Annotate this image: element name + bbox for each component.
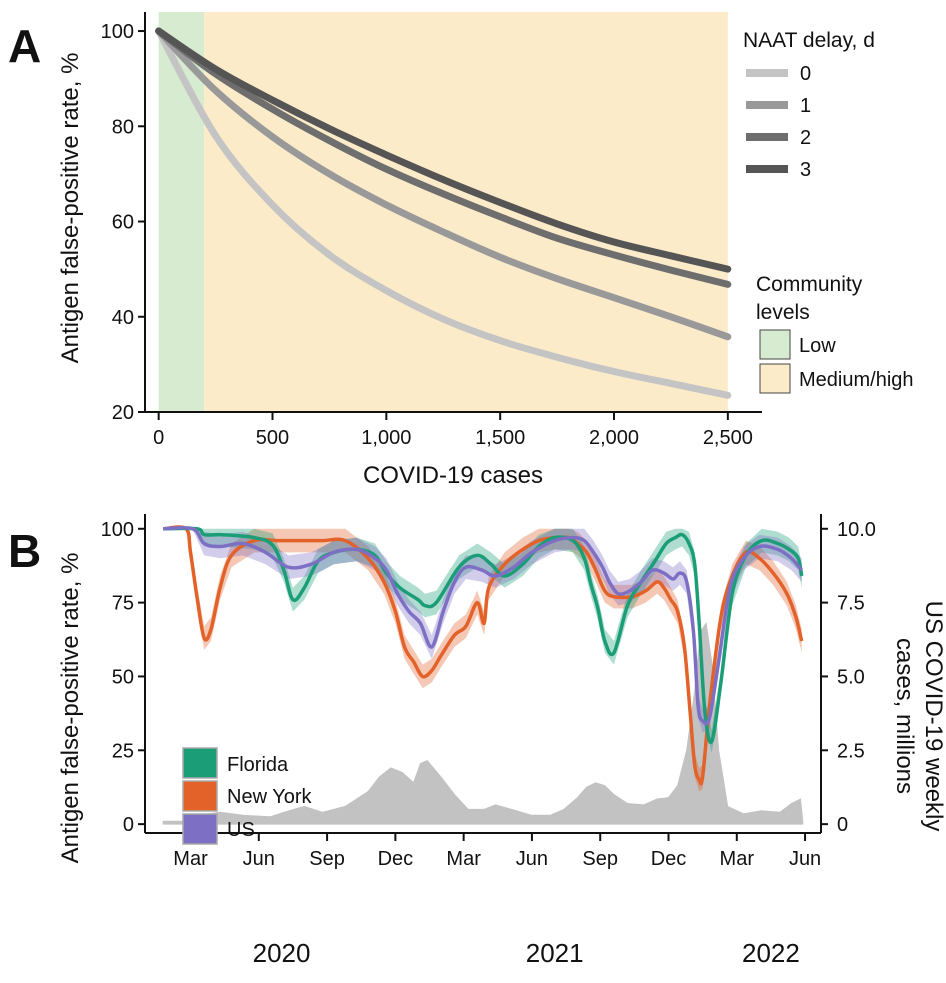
panel-b-y2-axis-title-line1: US COVID-19 weekly [920, 601, 946, 832]
line-delay-3 [155, 27, 732, 273]
panel-b-x-tick-label: Jun [789, 848, 821, 870]
panel-a-x-ticks: 0 500 1,000 1,500 2,000 2,500 [153, 412, 753, 449]
us-weekly-cases-area [162, 621, 804, 825]
panel-a-y-tick-label: 20 [112, 402, 134, 424]
panel-b-y-tick-label: 50 [112, 666, 134, 688]
naat-delay-legend-title: NAAT delay, d [743, 29, 875, 52]
legend-label-delay-1: 1 [800, 95, 811, 117]
ci-band-florida [163, 528, 802, 754]
panel-b-x-tick-label: Mar [446, 848, 481, 870]
panel-b-x-tick-label: Sep [582, 848, 618, 870]
panel-b-x-tick-label: Sep [309, 848, 345, 870]
legend-label-medium-high: Medium/high [799, 369, 914, 391]
panel-a-x-tick-label: 500 [256, 427, 289, 449]
panel-b-y-ticks: 0 25 50 75 100 [101, 519, 145, 836]
year-label-2020: 2020 [253, 938, 311, 968]
panel-a-y-tick-label: 100 [101, 21, 134, 43]
band-medium-high [204, 12, 728, 412]
panel-b-y2-tick-label: 5.0 [837, 666, 865, 688]
community-level-bands [158, 12, 728, 412]
community-levels-legend-title-line2: levels [756, 301, 810, 324]
panel-a-x-tick-label: 1,000 [361, 427, 411, 449]
panel-b-letter: B [8, 525, 41, 577]
panel-a-y-tick-label: 40 [112, 307, 134, 329]
panel-a-x-tick-label: 2,000 [589, 427, 639, 449]
legend-swatch-medium-high [759, 363, 791, 394]
panel-b-y-tick-label: 25 [112, 740, 134, 762]
panel-a-letter: A [8, 20, 41, 72]
legend-swatch-low [759, 329, 791, 360]
community-levels-legend: Community levels Low Medium/high [756, 273, 914, 394]
line-delay-2 [155, 27, 732, 288]
panel-b-y2-ticks: 0 2.5 5.0 7.5 10.0 [821, 519, 876, 836]
line-new-york [163, 525, 804, 786]
panel-b-x-tick-label: Jun [516, 848, 548, 870]
panel-b-y2-axis-title-line2: cases, millions [891, 638, 918, 794]
legend-label-florida: Florida [227, 754, 289, 776]
year-label-2021: 2021 [526, 938, 584, 968]
panel-a-x-axis-title: COVID-19 cases [363, 462, 543, 489]
cases-area [162, 621, 804, 825]
line-us [163, 525, 804, 726]
line-delay-0 [155, 27, 732, 399]
panel-a-x-tick-label: 2,500 [703, 427, 753, 449]
legend-label-delay-3: 3 [800, 159, 811, 181]
naat-delay-legend: NAAT delay, d 0 1 2 3 [743, 29, 875, 181]
panel-b-x-tick-label: Mar [720, 848, 755, 870]
panel-b-x-ticks: Mar Jun Sep Dec Mar Jun Sep Dec Mar Jun [173, 833, 821, 870]
panel-b-x-tick-label: Dec [378, 848, 414, 870]
panel-b-x-tick-label: Jun [243, 848, 275, 870]
legend-swatch-florida [182, 747, 218, 779]
panel-b-y2-tick-label: 2.5 [837, 740, 865, 762]
panel-b-y2-tick-label: 10.0 [837, 519, 876, 541]
panel-a-x-tick-label: 0 [153, 427, 164, 449]
panel-b-y2-tick-label: 7.5 [837, 593, 865, 615]
panel-b-y-tick-label: 100 [101, 519, 134, 541]
panel-b-y-axis-title: Antigen false-positive rate, % [57, 553, 84, 864]
panel-b-year-labels: 2020 2021 2022 [253, 938, 800, 968]
panel-a-y-tick-label: 60 [112, 212, 134, 234]
legend-swatch-us [182, 813, 218, 845]
panel-a-y-ticks: 20 40 60 80 100 [101, 21, 145, 424]
legend-label-new-york: New York [227, 786, 312, 808]
year-label-2022: 2022 [742, 938, 800, 968]
panel-b-y2-tick-label: 0 [837, 814, 848, 836]
community-levels-legend-title-line1: Community [756, 273, 863, 296]
panel-b-x-tick-label: Dec [651, 848, 687, 870]
panel-a-y-axis-title: Antigen false-positive rate, % [57, 53, 84, 364]
panel-a-x-tick-label: 1,500 [475, 427, 525, 449]
state-fpr-lines [163, 525, 804, 792]
line-delay-1 [155, 27, 732, 341]
panel-b-y-tick-label: 75 [112, 593, 134, 615]
panel-b-y-tick-label: 0 [123, 814, 134, 836]
legend-label-low: Low [799, 335, 836, 357]
legend-label-delay-2: 2 [800, 127, 811, 149]
legend-label-delay-0: 0 [800, 63, 811, 85]
panel-b-x-tick-label: Mar [173, 848, 208, 870]
naat-delay-lines [155, 27, 732, 399]
legend-swatch-new-york [182, 780, 218, 812]
legend-label-us: US [227, 819, 255, 841]
panel-a-y-tick-label: 80 [112, 116, 134, 138]
state-legend: Florida New York US [182, 747, 312, 845]
